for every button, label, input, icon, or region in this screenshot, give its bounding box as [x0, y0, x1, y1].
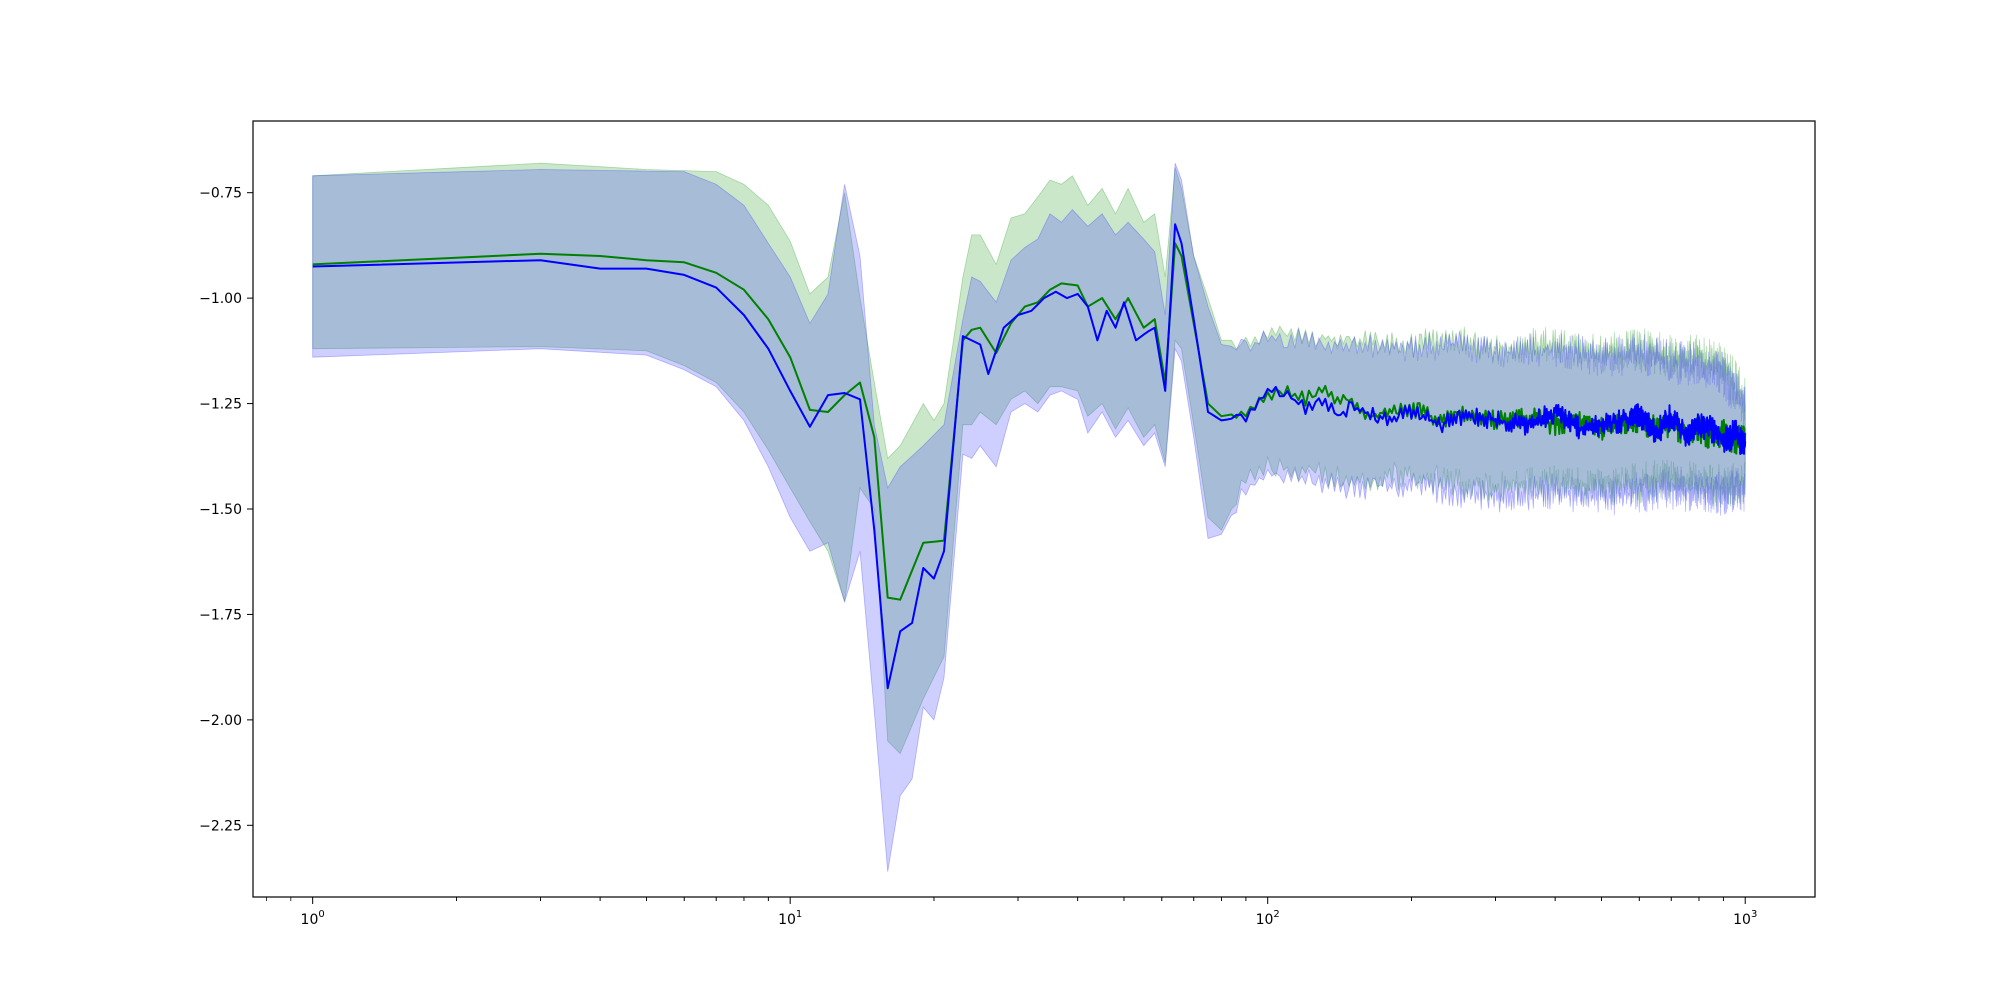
confidence-bands [312, 162, 1746, 872]
x-tick-label: 101 [778, 909, 802, 928]
y-tick-label: −2.25 [199, 818, 242, 834]
y-tick-label: −1.50 [199, 502, 242, 518]
y-tick-label: −1.25 [199, 397, 242, 413]
x-tick-label: 100 [301, 909, 325, 928]
series-2-line [312, 223, 1747, 690]
x-axis: 100 101 102 103 [265, 897, 1757, 928]
y-tick-label: −1.00 [199, 291, 242, 307]
series-1-band [312, 162, 1746, 755]
series-lines [312, 223, 1747, 690]
y-tick-label: −0.75 [199, 186, 242, 202]
y-axis: −0.75 −1.00 −1.25 −1.50 −1.75 −2.00 −2.25 [199, 186, 253, 834]
x-tick-label: 103 [1733, 909, 1757, 928]
y-tick-label: −1.75 [199, 607, 242, 623]
x-tick-label: 102 [1256, 909, 1280, 928]
y-tick-label: −2.00 [199, 713, 242, 729]
series-2-band [312, 163, 1746, 872]
